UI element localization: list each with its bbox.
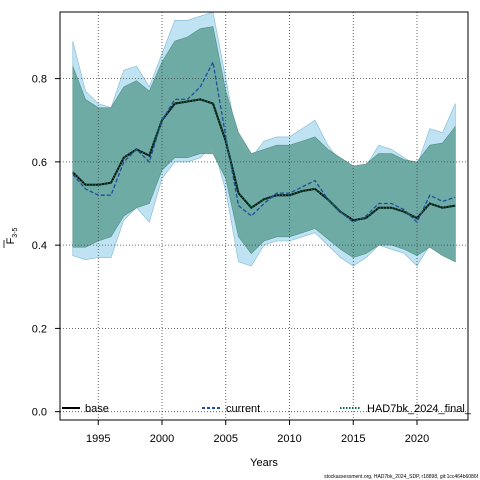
y-axis: 0.0 0.2 0.4 0.6 0.8: [32, 74, 60, 419]
confidence-bands: [72, 11, 456, 267]
y-axis-title-sub: 3-5: [12, 227, 19, 237]
plot-frame: [59, 11, 469, 421]
x-tick-label: 2015: [341, 433, 365, 445]
legend-label-current: current: [226, 403, 260, 415]
y-tick-label: 0.6: [32, 157, 47, 169]
footer-text: stockassessment.org, HAD7bk_2024_SDP, r1…: [324, 474, 479, 480]
y-tick-label: 0.0: [32, 407, 47, 419]
grid-lines: [60, 12, 468, 420]
x-tick-label: 1995: [86, 433, 110, 445]
x-tick-label: 2000: [150, 433, 174, 445]
band-base: [72, 26, 456, 263]
x-axis: 1995 2000 2005 2010 2015 2020: [86, 420, 429, 445]
series-lines: [72, 59, 456, 224]
x-tick-label: 2005: [214, 433, 238, 445]
y-tick-label: 0.2: [32, 323, 47, 335]
legend-label-final: HAD7bk_2024_final_: [367, 403, 472, 415]
legend: base current HAD7bk_2024_final_: [62, 403, 472, 415]
y-tick-label: 0.4: [32, 240, 47, 252]
y-axis-title: F3-5: [3, 227, 19, 248]
series-line-current: [72, 59, 456, 224]
y-tick-label: 0.8: [32, 74, 47, 86]
svg-text:F3-5: F3-5: [5, 227, 19, 244]
y-axis-title-main: F: [5, 237, 17, 244]
legend-label-base: base: [85, 403, 109, 415]
x-tick-label: 2010: [277, 433, 301, 445]
x-axis-title: Years: [250, 457, 278, 469]
x-tick-label: 2020: [405, 433, 429, 445]
